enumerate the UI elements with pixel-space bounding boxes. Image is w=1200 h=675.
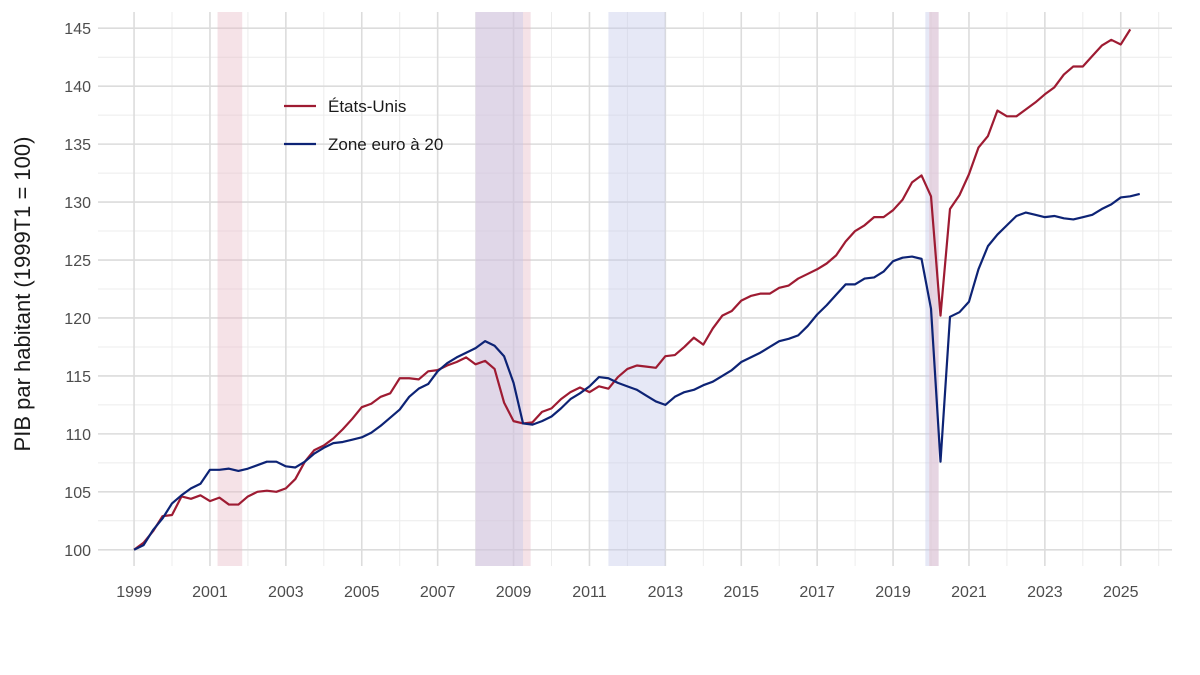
y-tick-label: 110 (65, 427, 91, 444)
y-tick-label: 100 (64, 543, 91, 560)
minor-gridlines (98, 12, 1172, 566)
x-tick-label: 2001 (192, 584, 228, 601)
recession-band-ea-4 (925, 12, 939, 566)
y-tick-label: 135 (64, 137, 91, 154)
x-tick-label: 2013 (648, 584, 684, 601)
x-tick-label: 2015 (723, 584, 759, 601)
y-tick-label: 145 (64, 21, 91, 38)
y-tick-label: 140 (64, 79, 91, 96)
series-lines (133, 28, 1141, 551)
recession-band-us-5 (929, 12, 939, 566)
y-tick-label: 130 (64, 195, 91, 212)
y-axis: 100 105 110 115 120 125 130 135 140 145 (64, 21, 91, 560)
y-tick-label: 115 (65, 369, 91, 386)
y-tick-label: 105 (64, 485, 91, 502)
recession-bands (217, 12, 939, 566)
x-axis: 1999 2001 2003 2005 2007 2009 2011 2013 2015 2017… (116, 584, 1138, 601)
legend-label-zone-euro: Zone euro à 20 (328, 135, 443, 154)
x-tick-label: 2025 (1103, 584, 1139, 601)
x-tick-label: 2021 (951, 584, 987, 601)
legend: États-Unis Zone euro à 20 (284, 97, 443, 154)
x-tick-label: 2007 (420, 584, 456, 601)
x-tick-label: 1999 (116, 584, 152, 601)
recession-band-ea-3 (608, 12, 666, 566)
x-tick-label: 2019 (875, 584, 911, 601)
series-line-zone-euro (133, 192, 1141, 551)
recession-band-us-1 (475, 12, 531, 566)
y-axis-title: PIB par habitant (1999T1 = 100) (10, 137, 35, 452)
series-line-etats-unis (133, 28, 1132, 551)
x-tick-label: 2005 (344, 584, 380, 601)
x-tick-label: 2011 (572, 584, 607, 601)
x-tick-label: 2003 (268, 584, 304, 601)
x-tick-label: 2017 (799, 584, 835, 601)
recession-band-ea-2 (475, 12, 524, 566)
x-tick-label: 2023 (1027, 584, 1063, 601)
recession-band-us-0 (217, 12, 243, 566)
y-tick-label: 125 (64, 253, 91, 270)
legend-label-etats-unis: États-Unis (328, 97, 406, 116)
y-tick-label: 120 (64, 311, 91, 328)
major-gridlines (98, 12, 1172, 566)
x-tick-label: 2009 (496, 584, 532, 601)
